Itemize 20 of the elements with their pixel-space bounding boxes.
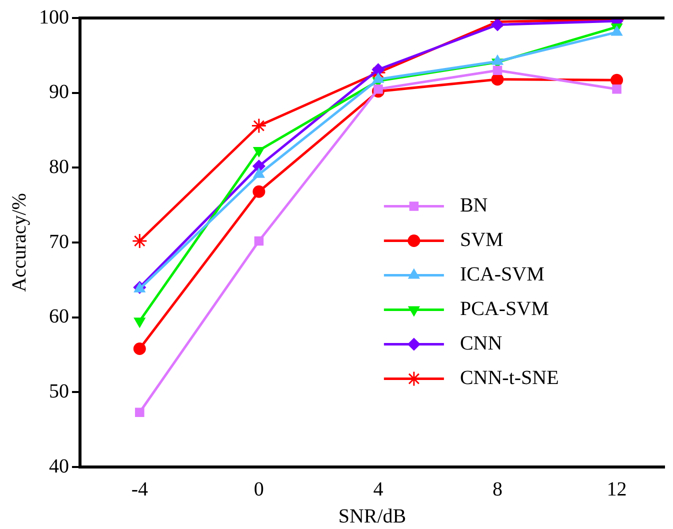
x-axis-title: SNR/dB <box>338 505 406 528</box>
x-tick-label: 8 <box>492 478 502 500</box>
legend-label: CNN-t-SNE <box>460 367 559 389</box>
y-tick-label: 90 <box>49 81 69 104</box>
y-tick-label: 50 <box>49 380 69 402</box>
y-tick-label: 70 <box>49 230 69 253</box>
x-tick-label: 4 <box>373 478 384 500</box>
x-tick-label: 0 <box>254 478 264 500</box>
y-tick-label: 100 <box>39 6 69 28</box>
y-tick-label: 80 <box>49 156 69 178</box>
legend-label: CNN <box>460 332 502 354</box>
legend-label: PCA-SVM <box>460 298 550 320</box>
x-tick-label: 12 <box>606 478 627 500</box>
y-tick-label: 60 <box>49 306 69 328</box>
x-tick-label: -4 <box>131 478 148 500</box>
y-axis-title: Accuracy/% <box>8 193 30 292</box>
y-tick-label: 40 <box>49 455 69 478</box>
legend-label: SVM <box>460 229 504 251</box>
legend-label: ICA-SVM <box>460 264 545 286</box>
legend-label: BN <box>460 194 488 216</box>
